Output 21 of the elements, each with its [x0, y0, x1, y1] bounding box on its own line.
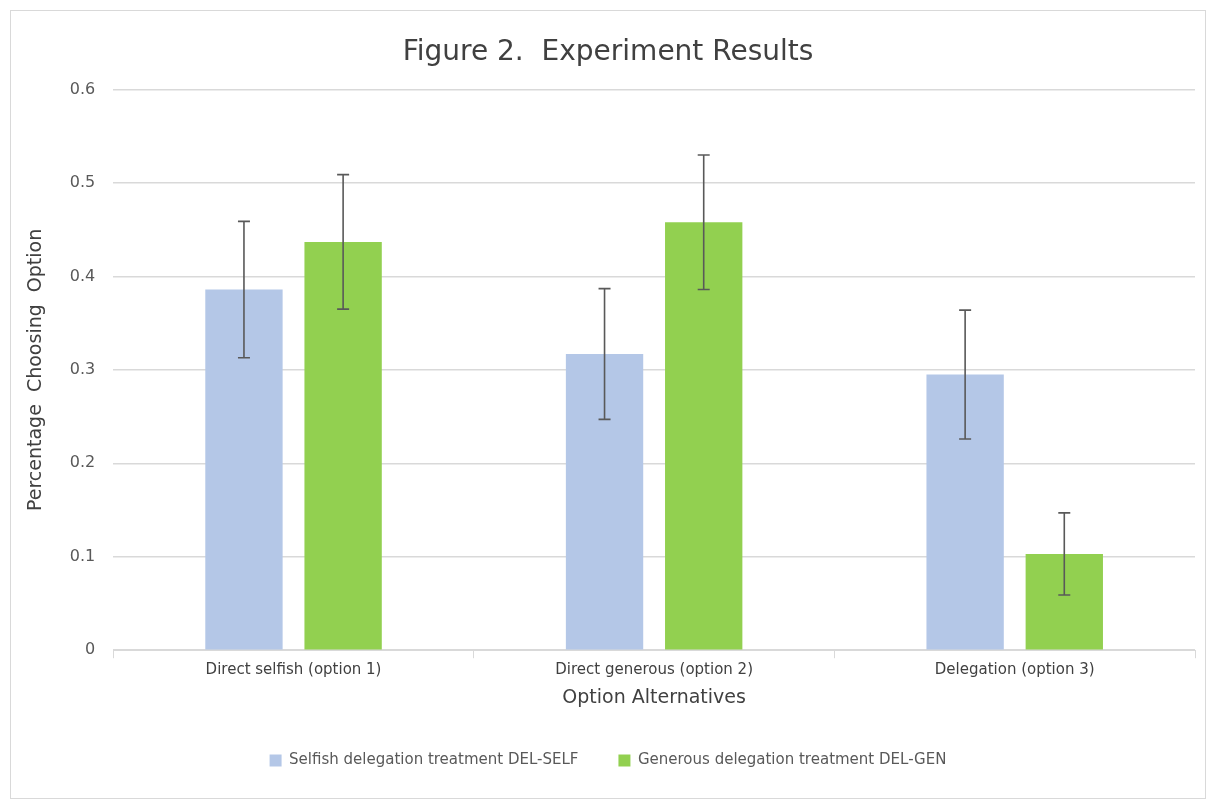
y-tick-label: 0.5	[69, 172, 96, 192]
y-tick-label: 0	[85, 639, 96, 659]
x-tick-label: Direct generous (option 2)	[555, 660, 753, 679]
bar	[304, 241, 382, 650]
legend-label: Generous delegation treatment DEL-GEN	[637, 750, 947, 769]
bar	[565, 354, 644, 650]
y-tick-label: 0.1	[69, 545, 96, 565]
x-tick-label: Delegation (option 3)	[934, 660, 1095, 679]
bar	[665, 222, 743, 650]
y-tick-label: 0.6	[69, 78, 96, 98]
y-tick-label: 0.2	[69, 452, 96, 472]
chart-title: Figure 2. Experiment Results	[402, 34, 814, 68]
y-axis-title: Percentage Choosing Option	[23, 228, 46, 512]
x-axis-title: Option Alternatives	[562, 684, 746, 707]
x-tick-label: Direct selfish (option 1)	[205, 660, 382, 679]
y-tick-label: 0.4	[69, 265, 96, 285]
legend-label: Selfish delegation treatment DEL-SELF	[289, 750, 579, 769]
y-tick-label: 0.3	[69, 359, 96, 379]
bar	[926, 374, 1004, 650]
bar	[205, 289, 283, 650]
bar	[1025, 553, 1103, 650]
